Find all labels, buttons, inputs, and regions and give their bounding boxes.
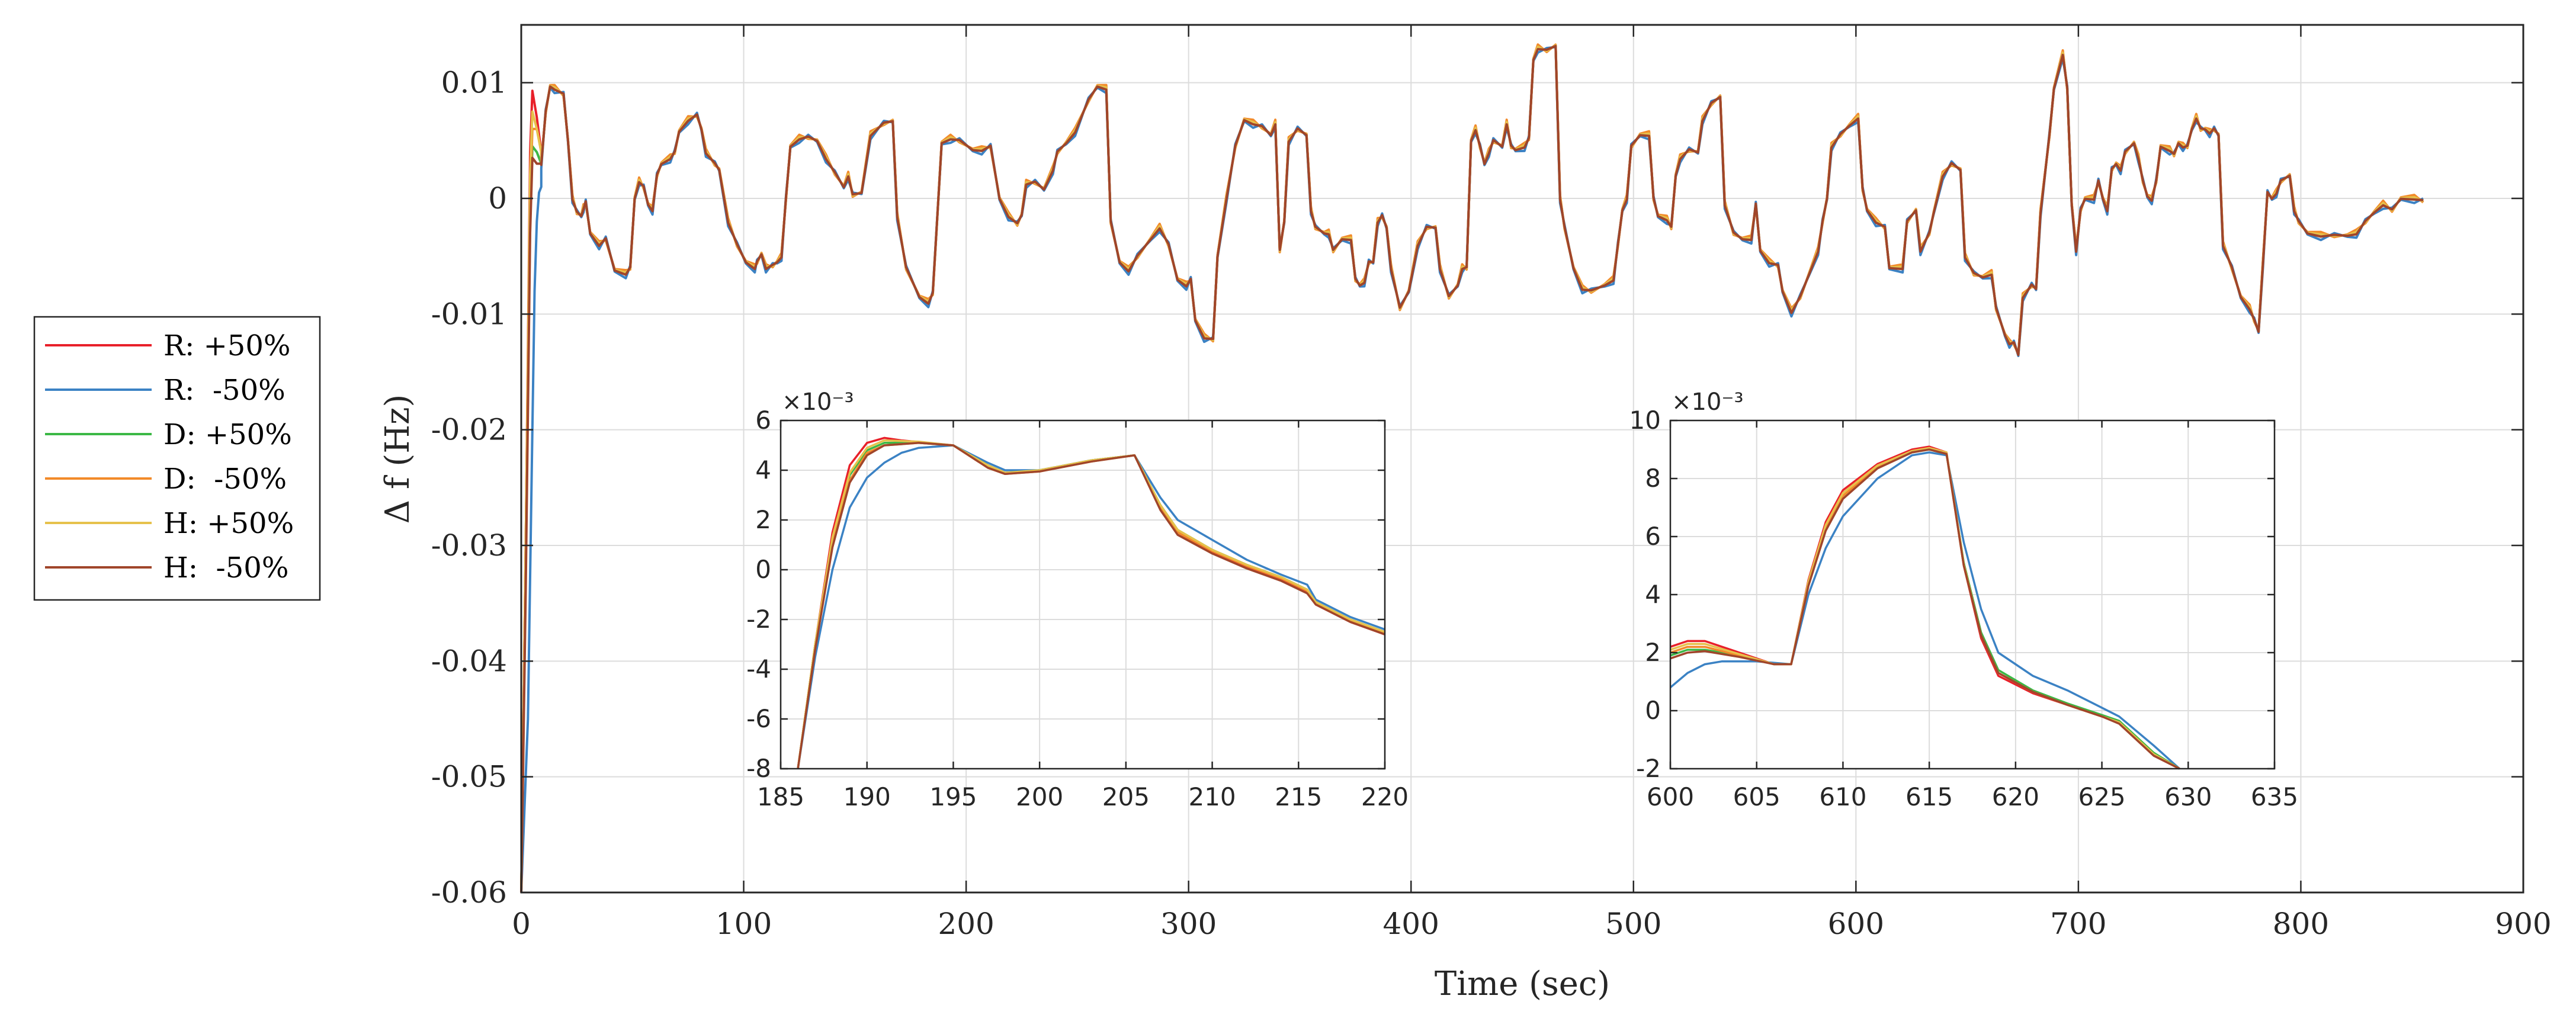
main-plot-frame — [520, 24, 2524, 894]
main-series-line — [520, 44, 2424, 893]
y-tick-label: 4 — [755, 455, 771, 484]
legend-label: R: -50% — [163, 374, 285, 407]
x-tick-label: 620 — [1992, 782, 2039, 811]
inset1-frame — [779, 419, 1386, 770]
legend-label: D: +50% — [163, 418, 292, 451]
y-tick-label: -6 — [746, 704, 771, 733]
y-tick-label: -0.01 — [431, 297, 507, 331]
x-tick-label: 200 — [1016, 782, 1063, 811]
y-tick-label: -2 — [1636, 754, 1661, 783]
main-ticks: 0 100 200 300 400 500 600 700 800 9000.010-0.01-0… — [431, 25, 2552, 941]
x-tick-label: 900 — [2495, 907, 2551, 941]
legend-box — [33, 316, 321, 601]
legend-item: D: +50% — [45, 418, 292, 451]
x-tick-label: 600 — [1828, 907, 1884, 941]
x-tick-label: 800 — [2273, 907, 2329, 941]
inset2-series-line — [1669, 451, 2180, 770]
inset1-series-line — [797, 442, 1385, 769]
legend-label: H: -50% — [163, 551, 288, 585]
x-tick-label: 185 — [757, 782, 804, 811]
x-tick-label: 210 — [1188, 782, 1236, 811]
x-tick-label: 0 — [512, 907, 531, 941]
y-tick-label: -0.04 — [431, 644, 507, 678]
y-tick-label: 0 — [1645, 696, 1661, 725]
inset-plot-1: 185 190 195 200 205 210 215 220 6 4 2 0 -2 -4 -6 -8 ×10… — [746, 389, 1409, 811]
inset1-exponent-label: ×10⁻³ — [782, 389, 854, 416]
x-tick-label: 400 — [1383, 907, 1439, 941]
y-tick-label: 2 — [1645, 638, 1661, 667]
y-tick-label: -8 — [746, 754, 771, 783]
x-tick-label: 500 — [1605, 907, 1661, 941]
x-tick-label: 630 — [2164, 782, 2212, 811]
x-tick-label: 635 — [2251, 782, 2298, 811]
main-series-group — [520, 43, 2424, 893]
inset2-series-line — [1670, 448, 2180, 770]
x-tick-label: 605 — [1733, 782, 1781, 811]
y-tick-label: -4 — [746, 654, 771, 683]
x-tick-label: 200 — [938, 907, 994, 941]
y-tick-label: 0 — [755, 555, 771, 584]
inset1-series-group — [797, 436, 1385, 769]
y-tick-label: -0.06 — [431, 875, 507, 910]
y-tick-label: -0.05 — [431, 760, 507, 794]
inset1-area — [781, 420, 1385, 769]
x-tick-label: 615 — [1905, 782, 1953, 811]
x-tick-label: 190 — [843, 782, 891, 811]
y-tick-label: 6 — [1645, 522, 1661, 551]
inset1-series-line — [797, 439, 1385, 769]
legend-label: D: -50% — [163, 463, 287, 496]
x-tick-label: 300 — [1160, 907, 1217, 941]
x-tick-label: 625 — [2078, 782, 2125, 811]
legend-item: D: -50% — [45, 463, 287, 496]
inset2-exponent-label: ×10⁻³ — [1672, 389, 1744, 416]
y-tick-label: -0.03 — [431, 528, 507, 563]
inset1-ticks: 185 190 195 200 205 210 215 220 6 4 2 0 -2 -4 -6 -8 — [746, 406, 1409, 811]
x-tick-label: 100 — [716, 907, 772, 941]
y-tick-label: -2 — [746, 605, 771, 634]
y-tick-label: 8 — [1645, 464, 1661, 493]
y-tick-label: 4 — [1645, 580, 1661, 609]
x-tick-label: 700 — [2050, 907, 2106, 941]
y-tick-label: -0.02 — [431, 413, 507, 447]
inset2-ticks: 600 605 610 615 620 625 630 635 10 8 6 4 2 0 -2 — [1629, 406, 2299, 811]
x-tick-label: 610 — [1819, 782, 1866, 811]
legend-label: R: +50% — [163, 329, 290, 362]
inset2-series-group — [1669, 445, 2180, 770]
inset-plot-2: 600 605 610 615 620 625 630 635 10 8 6 4 2 0 -2 ×10⁻³ — [1629, 389, 2299, 811]
legend-item: H: -50% — [45, 551, 288, 585]
x-tick-label: 205 — [1102, 782, 1150, 811]
legend-item: R: -50% — [45, 374, 285, 407]
x-tick-label: 215 — [1275, 782, 1322, 811]
x-tick-label: 600 — [1647, 782, 1694, 811]
y-tick-label: 6 — [755, 406, 771, 435]
legend-item: R: +50% — [45, 329, 290, 362]
y-tick-label: 10 — [1629, 406, 1661, 435]
y-tick-label: 0 — [488, 181, 507, 216]
legend: R: +50% R: -50% D: +50% D: -50% H: +50% … — [33, 316, 321, 601]
legend-label: H: +50% — [163, 507, 294, 540]
x-tick-label: 195 — [929, 782, 977, 811]
y-tick-label: 0.01 — [441, 66, 507, 100]
y-tick-label: 2 — [755, 505, 771, 534]
legend-item: H: +50% — [45, 507, 294, 540]
x-axis-label: Time (sec) — [1435, 965, 1610, 1003]
y-axis-label: Δ f (Hz) — [378, 394, 417, 524]
x-tick-label: 220 — [1361, 782, 1409, 811]
